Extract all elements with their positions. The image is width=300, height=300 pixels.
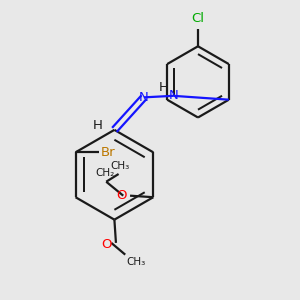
- Text: CH₂: CH₂: [95, 168, 114, 178]
- Text: CH₃: CH₃: [110, 161, 130, 171]
- Text: N: N: [139, 91, 149, 104]
- Text: CH₃: CH₃: [127, 257, 146, 267]
- Text: O: O: [102, 238, 112, 251]
- Text: H: H: [92, 119, 102, 132]
- Text: H: H: [159, 81, 169, 94]
- Text: Br: Br: [100, 146, 115, 159]
- Text: N: N: [168, 89, 178, 102]
- Text: Cl: Cl: [191, 12, 205, 25]
- Text: O: O: [116, 189, 126, 202]
